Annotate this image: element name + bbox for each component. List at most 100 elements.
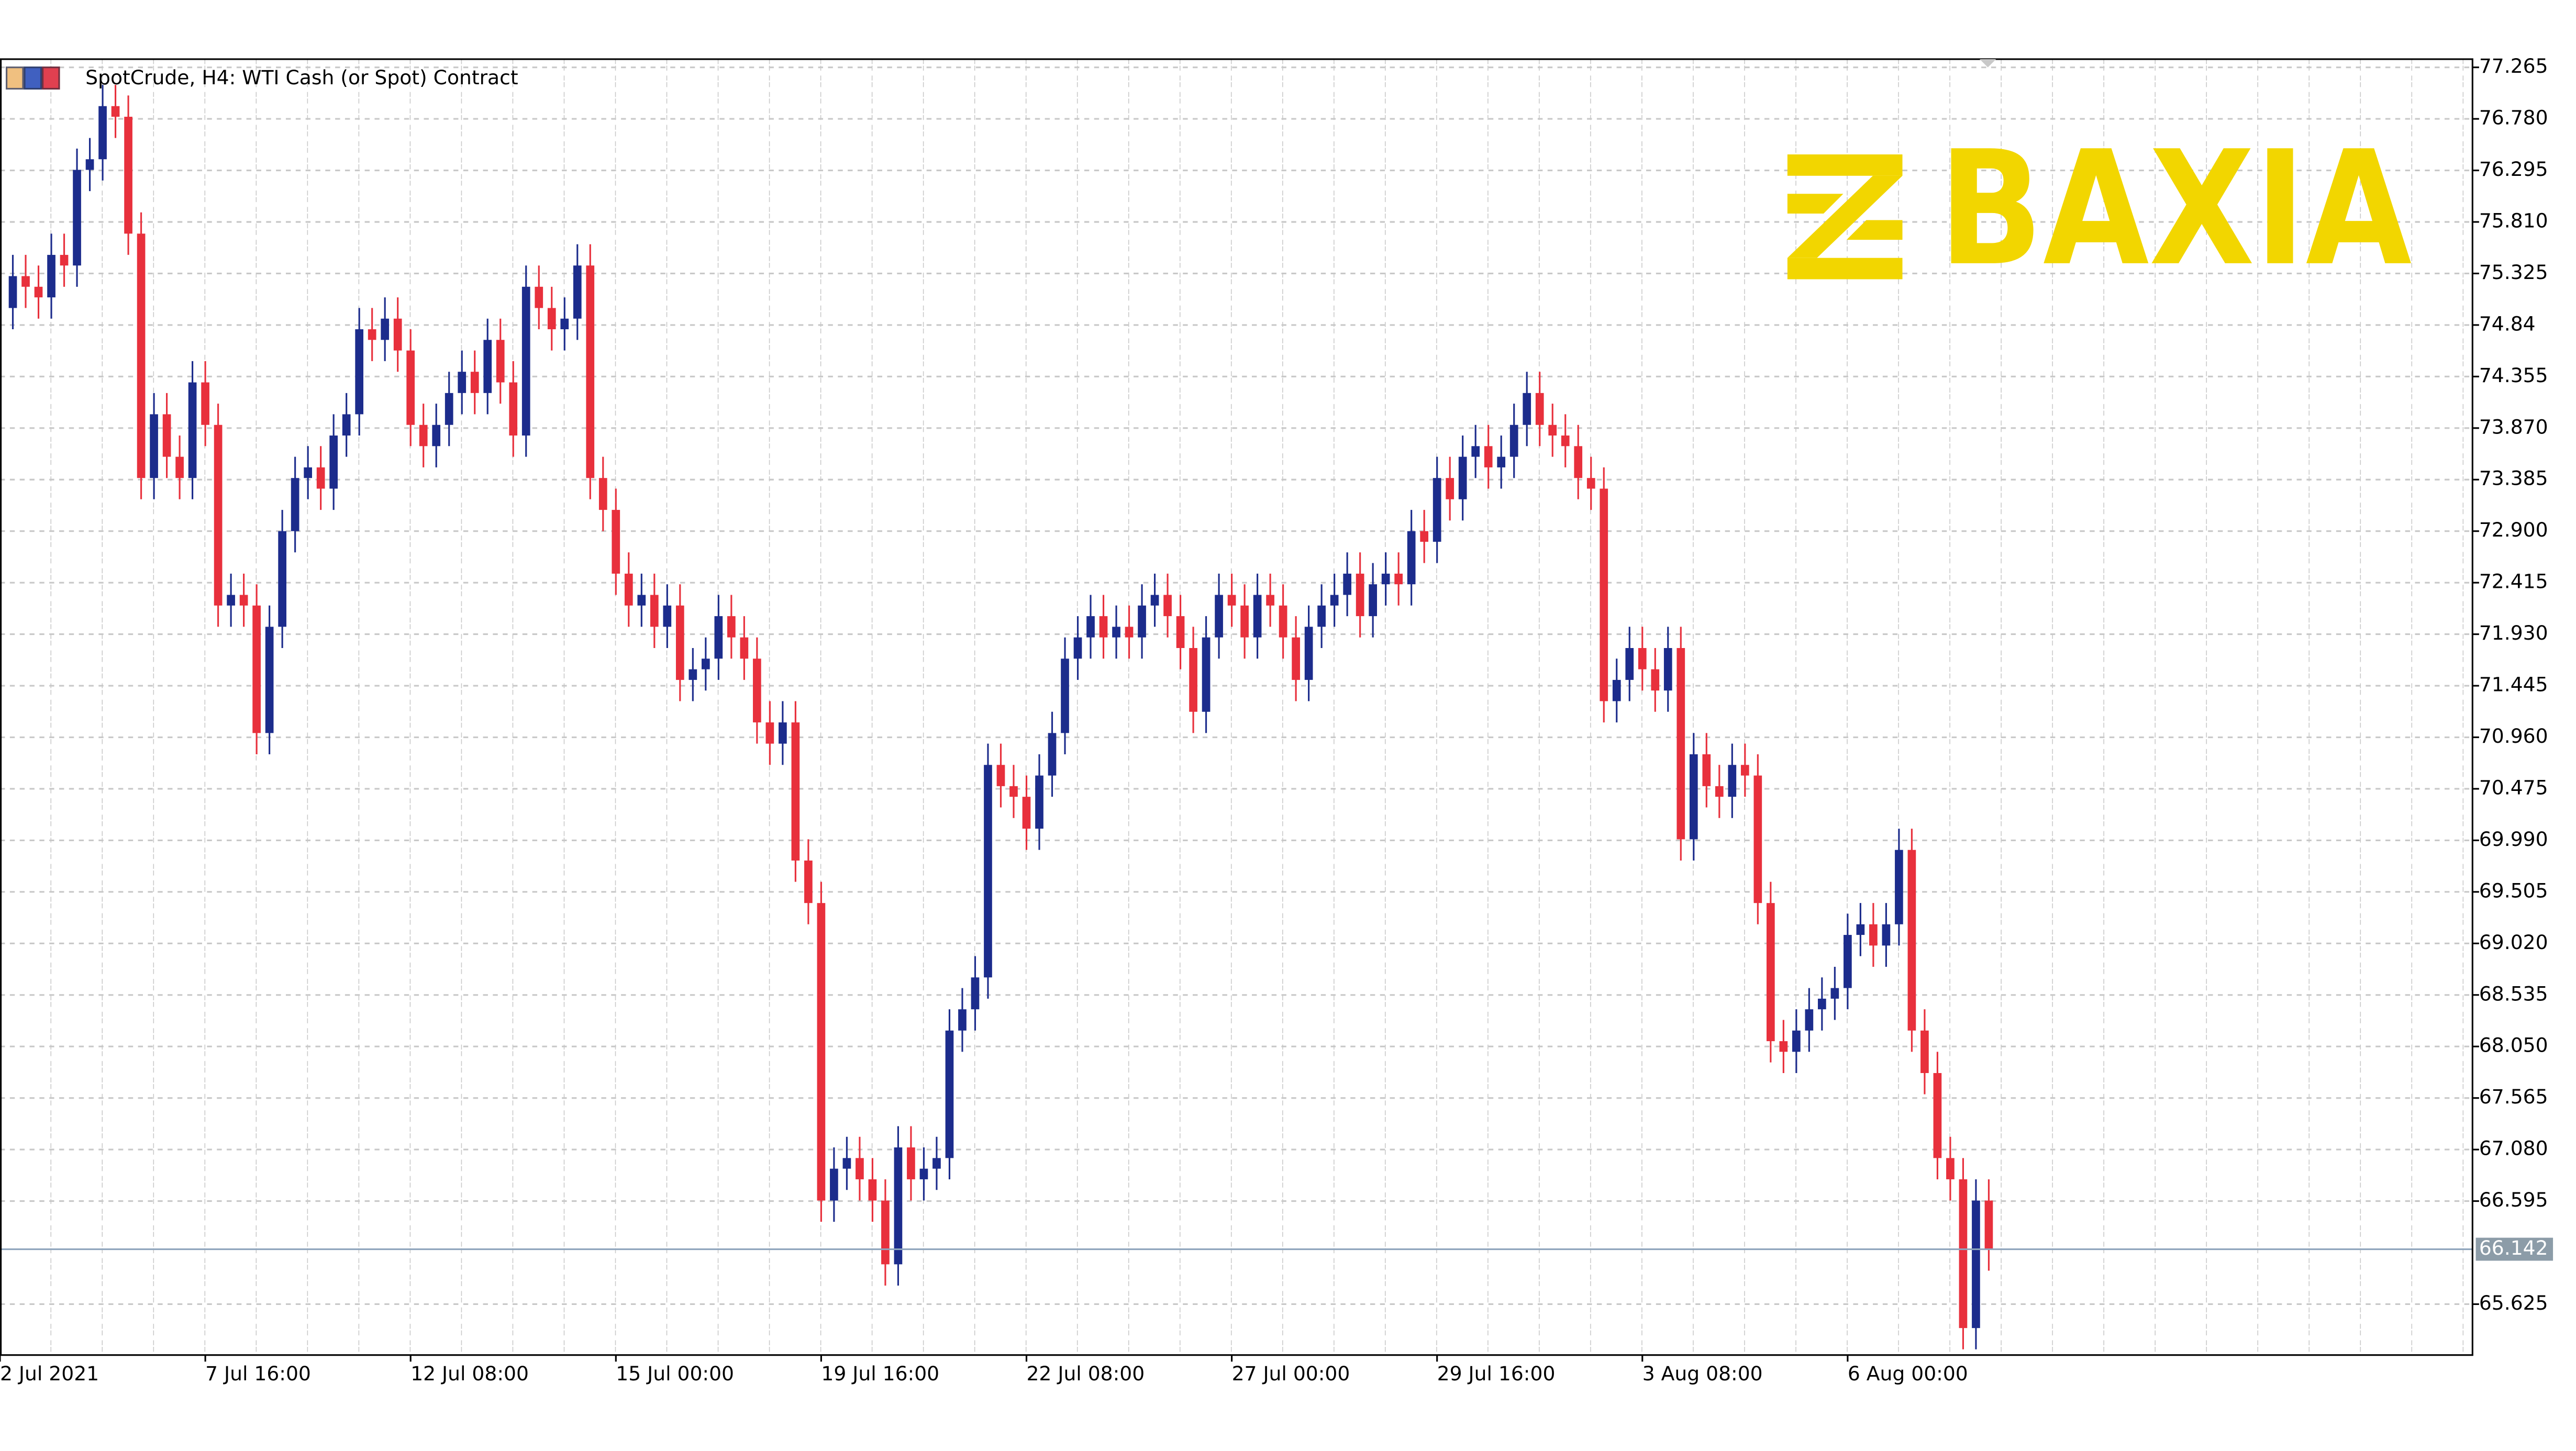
candle-body <box>1830 988 1839 999</box>
y-tick-label: 67.080 <box>2479 1137 2548 1160</box>
candle-body <box>1753 775 1762 903</box>
candle-body <box>1394 573 1403 585</box>
candle-body <box>342 414 351 436</box>
candle-body <box>150 414 158 478</box>
logo-text: BAXIA <box>1939 117 2413 301</box>
chart-title: SpotCrude, H4: WTI Cash (or Spot) Contra… <box>85 66 518 89</box>
candle-body <box>1740 765 1749 776</box>
plot-layer <box>0 66 2473 1349</box>
candle-body <box>1638 648 1647 669</box>
candle-body <box>1369 584 1377 617</box>
y-tick-label: 74.84 <box>2479 312 2536 335</box>
candle-body <box>984 765 992 978</box>
logo-icon <box>1787 154 1903 280</box>
candle-body <box>1984 1200 1993 1249</box>
candle-body <box>1446 478 1454 499</box>
candle-body <box>945 1030 954 1158</box>
candle-body <box>650 595 659 627</box>
candle-body <box>535 286 543 308</box>
candle-body <box>1202 637 1211 712</box>
candle-body <box>483 340 492 393</box>
candle-body <box>1959 1179 1968 1329</box>
candle-body <box>1766 903 1775 1042</box>
candle-body <box>1844 935 1852 988</box>
candle-body <box>1458 456 1467 499</box>
candle-body <box>1292 637 1300 680</box>
candle-body <box>971 977 980 1010</box>
candle-body <box>1907 850 1916 1031</box>
candle-body <box>1895 850 1903 924</box>
candle-body <box>1266 595 1274 606</box>
candle-body <box>1523 393 1531 425</box>
y-tick-label: 65.625 <box>2479 1291 2548 1314</box>
candle-body <box>765 722 774 744</box>
candle-body <box>637 595 646 606</box>
candle-body <box>1933 1073 1942 1158</box>
candle-body <box>1535 393 1544 425</box>
candle-body <box>817 903 826 1201</box>
candle-body <box>60 254 69 266</box>
candle-body <box>1330 595 1339 606</box>
candle-body <box>1972 1200 1980 1329</box>
candle-body <box>804 860 813 903</box>
candle-body <box>740 637 749 659</box>
candle-body <box>612 510 620 574</box>
candle-body <box>1163 595 1172 617</box>
symbol-icon <box>5 66 60 90</box>
candle-body <box>1138 605 1146 638</box>
candle-body <box>791 722 800 861</box>
candle-body <box>355 329 364 415</box>
candle-body <box>1022 797 1031 829</box>
y-tick-label: 75.325 <box>2479 261 2548 284</box>
x-tick-label: 27 Jul 00:00 <box>1232 1362 1350 1385</box>
candle-body <box>1728 765 1737 797</box>
candle-body <box>1304 627 1313 680</box>
candle-body <box>1792 1030 1801 1052</box>
candle-body <box>1086 616 1095 638</box>
candle-body <box>1509 425 1518 457</box>
candle-body <box>316 467 325 489</box>
candle-body <box>663 605 672 627</box>
candle-body <box>188 382 197 478</box>
candle-body <box>675 605 684 680</box>
x-tick-label: 15 Jul 00:00 <box>616 1362 734 1385</box>
current-price-box <box>2475 1237 2553 1261</box>
candle-body <box>175 456 184 478</box>
x-tick-label: 6 Aug 00:00 <box>1848 1362 1968 1385</box>
candle-body <box>1484 446 1493 467</box>
candle-body <box>1035 775 1043 829</box>
x-tick-label: 29 Jul 16:00 <box>1437 1362 1556 1385</box>
candle-body <box>381 318 390 340</box>
current-price-label: 66.142 <box>2479 1236 2548 1259</box>
candle-body <box>368 329 376 340</box>
candle-body <box>304 467 312 478</box>
y-tick-label: 76.780 <box>2479 106 2548 129</box>
candle-body <box>1574 446 1583 478</box>
candle-body <box>894 1147 903 1265</box>
candle-body <box>496 340 505 383</box>
candle-body <box>624 573 633 606</box>
candle-body <box>1253 595 1262 638</box>
y-tick-label: 69.020 <box>2479 931 2548 954</box>
candle-body <box>265 627 274 733</box>
candle-body <box>1715 786 1724 797</box>
candle-body <box>1497 456 1506 467</box>
candle-body <box>406 350 415 425</box>
candle-body <box>1279 605 1287 638</box>
candle-body <box>1125 627 1134 638</box>
y-tick-label: 69.990 <box>2479 828 2548 851</box>
y-tick-label: 73.385 <box>2479 467 2548 490</box>
x-tick-label: 22 Jul 08:00 <box>1026 1362 1145 1385</box>
candle-body <box>1061 658 1069 733</box>
candle-body <box>1920 1030 1929 1073</box>
candle-body <box>842 1158 851 1169</box>
candle-body <box>470 372 479 393</box>
candle-body <box>1215 595 1223 638</box>
candle-body <box>278 531 286 627</box>
candle-body <box>1343 573 1351 595</box>
candle-body <box>830 1168 838 1201</box>
y-tick-label: 66.595 <box>2479 1188 2548 1211</box>
y-tick-label: 71.930 <box>2479 621 2548 644</box>
candle-body <box>907 1147 915 1179</box>
candle-body <box>1227 595 1236 606</box>
